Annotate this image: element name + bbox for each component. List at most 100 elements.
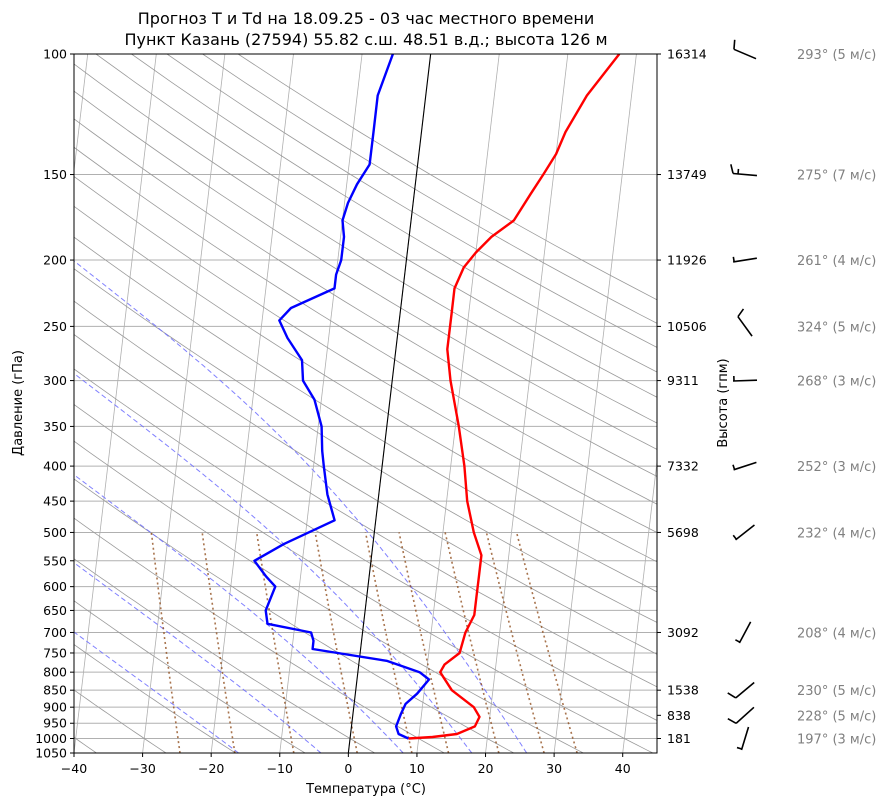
height-tick-label: 5698 bbox=[667, 525, 699, 540]
wind-label: 208° (4 м/с) bbox=[797, 626, 876, 641]
y-tick-label: 350 bbox=[43, 419, 67, 434]
y-tick-label: 750 bbox=[43, 645, 67, 660]
dry-adiabat bbox=[74, 440, 584, 753]
wind-barb bbox=[732, 379, 758, 382]
dry-adiabat bbox=[74, 404, 654, 753]
wind-label: 197° (3 м/с) bbox=[797, 732, 876, 747]
wind-barb bbox=[735, 524, 755, 541]
dry-adiabat bbox=[74, 689, 167, 753]
wind-barb bbox=[737, 316, 753, 337]
zero-isotherm bbox=[347, 54, 432, 753]
wind-barb bbox=[735, 681, 755, 699]
dry-adiabat bbox=[166, 54, 657, 348]
wind-barb-half bbox=[735, 639, 741, 643]
isotherm-gridline bbox=[553, 54, 637, 753]
mixing-ratio-line bbox=[255, 532, 295, 753]
mixing-ratio-line bbox=[398, 532, 450, 753]
y-axis-label: Давление (гПа) bbox=[11, 350, 26, 456]
height-tick-label: 13749 bbox=[667, 167, 707, 182]
x-tick-label: 10 bbox=[409, 761, 425, 776]
moist-adiabat bbox=[74, 372, 473, 753]
dry-adiabat bbox=[202, 54, 657, 324]
dry-adiabat bbox=[74, 146, 657, 505]
x-tick-label: −20 bbox=[198, 761, 224, 776]
moist-adiabat bbox=[74, 260, 528, 753]
axis-layer: −40 −30 −20 −10 0 10 20 30 40 100 150 200 250 300 350 4… bbox=[35, 47, 707, 777]
wind-barb bbox=[733, 257, 757, 263]
wind-label: 228° (5 м/с) bbox=[797, 709, 876, 724]
dry-adiabat bbox=[95, 54, 657, 398]
mixing-ratio-line bbox=[515, 532, 578, 753]
y-tick-label: 850 bbox=[43, 683, 67, 698]
x-tick-label: 30 bbox=[546, 761, 562, 776]
wind-label: 268° (3 м/с) bbox=[797, 375, 876, 390]
dry-adiabat bbox=[74, 205, 657, 563]
dry-adiabat bbox=[74, 643, 236, 753]
dry-adiabat bbox=[74, 517, 445, 753]
mixing-ratio-line bbox=[201, 532, 236, 753]
y-tick-label: 900 bbox=[43, 700, 67, 715]
mixing-ratio-line bbox=[150, 532, 181, 753]
x-tick-label: 0 bbox=[344, 761, 352, 776]
x-tick-label: −40 bbox=[61, 761, 87, 776]
y-tick-label: 400 bbox=[43, 459, 67, 474]
wind-barb bbox=[740, 726, 750, 751]
isotherm-gridline bbox=[691, 54, 773, 753]
wind-label: 293° (5 м/с) bbox=[797, 48, 876, 63]
height-axis-label: Высота (гпм) bbox=[716, 358, 731, 447]
moist-adiabat bbox=[74, 631, 239, 753]
y-tick-label: 500 bbox=[43, 525, 67, 540]
dry-adiabat bbox=[131, 54, 657, 373]
dry-adiabat bbox=[74, 268, 657, 623]
dry-adiabat bbox=[74, 175, 657, 534]
wind-barb-half bbox=[736, 746, 743, 750]
wind-barb-flag bbox=[727, 692, 737, 699]
wind-barb-flag bbox=[733, 39, 736, 50]
height-tick-label: 1538 bbox=[667, 683, 699, 698]
plot-frame bbox=[73, 53, 658, 754]
dry-adiabat bbox=[74, 236, 657, 593]
mixing-ratio-line bbox=[485, 532, 545, 753]
wind-label: 230° (5 м/с) bbox=[797, 684, 876, 699]
height-tick-label: 3092 bbox=[667, 625, 699, 640]
wind-barb bbox=[738, 621, 752, 644]
isotherm-gridline bbox=[74, 54, 157, 753]
isotherm-gridline bbox=[416, 54, 500, 753]
y-tick-label: 300 bbox=[43, 373, 67, 388]
y-tick-label: 700 bbox=[43, 625, 67, 640]
chart-subtitle: Пункт Казань (27594) 55.82 с.ш. 48.51 в.… bbox=[124, 30, 607, 49]
wind-barb-half bbox=[732, 256, 735, 262]
height-tick-label: 9311 bbox=[667, 373, 699, 388]
y-tick-label: 600 bbox=[43, 579, 67, 594]
x-tick-label: 40 bbox=[615, 761, 631, 776]
wind-barb-half bbox=[732, 464, 736, 470]
wind-barb-flag bbox=[737, 308, 745, 318]
y-tick-label: 1000 bbox=[35, 731, 67, 746]
x-tick-label: 20 bbox=[478, 761, 494, 776]
y-tick-label: 800 bbox=[43, 665, 67, 680]
isotherm-gridline bbox=[485, 54, 569, 753]
y-tick-label: 950 bbox=[43, 716, 67, 731]
dry-adiabat bbox=[74, 334, 657, 688]
wind-label: 252° (3 м/с) bbox=[797, 460, 876, 475]
dry-adiabat bbox=[74, 300, 657, 655]
dry-adiabat bbox=[74, 600, 306, 753]
y-tick-label: 100 bbox=[43, 47, 67, 62]
x-tick-label: −30 bbox=[129, 761, 155, 776]
y-tick-label: 450 bbox=[43, 494, 67, 509]
wind-barb bbox=[732, 172, 758, 177]
profile-line-t bbox=[408, 54, 621, 740]
height-tick-label: 181 bbox=[667, 731, 691, 746]
dry-adiabat bbox=[74, 63, 657, 424]
y-tick-label: 550 bbox=[43, 553, 67, 568]
wind-barb bbox=[733, 461, 757, 471]
height-tick-label: 10506 bbox=[667, 319, 707, 334]
dry-adiabat bbox=[74, 118, 657, 477]
wind-label: 324° (5 м/с) bbox=[797, 320, 876, 335]
wind-label: 261° (4 м/с) bbox=[797, 254, 876, 269]
height-tick-label: 7332 bbox=[667, 459, 699, 474]
wind-label: 275° (7 м/с) bbox=[797, 169, 876, 184]
profile-layer bbox=[253, 54, 621, 740]
mixing-ratio-line bbox=[444, 532, 500, 753]
